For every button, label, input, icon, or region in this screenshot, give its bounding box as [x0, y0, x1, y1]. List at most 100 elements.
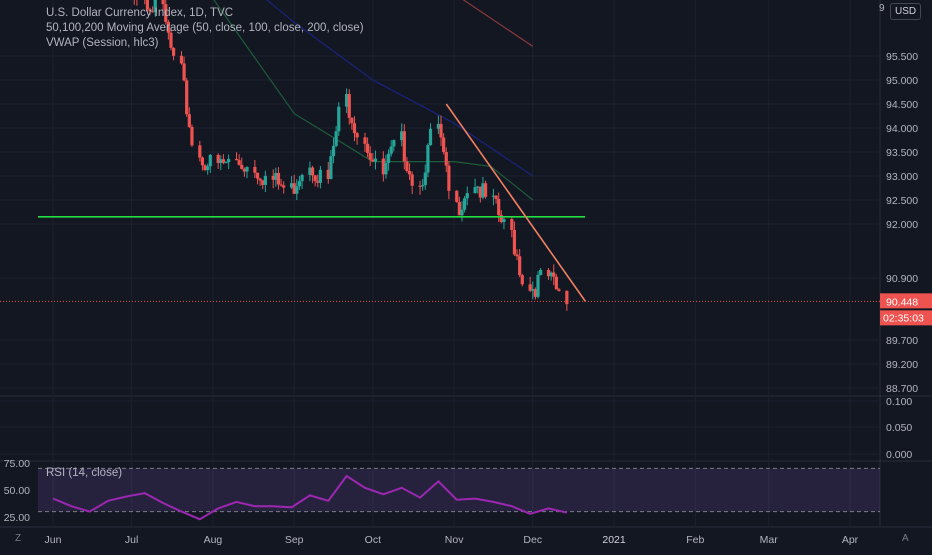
vwap-axis-label: 0.050 [886, 422, 912, 434]
candle-body [366, 143, 370, 153]
rsi-axis-label: 25.00 [4, 512, 30, 524]
candle-body [483, 183, 488, 197]
vwap-axis-label: 0.100 [886, 396, 912, 408]
candle-body [295, 186, 299, 194]
candle-body [224, 162, 228, 164]
candle-body [313, 175, 317, 181]
price-axis-label: 93.500 [886, 147, 918, 159]
candle-body [289, 183, 294, 188]
time-axis-label: Dec [523, 534, 542, 546]
candle-body [245, 166, 249, 172]
candle-body [216, 154, 220, 164]
candle-body [442, 137, 446, 153]
candle-body [463, 198, 467, 210]
candle-body [447, 165, 451, 191]
candle-body [203, 165, 207, 171]
candle-body [533, 289, 537, 297]
candle-body [221, 159, 226, 163]
candle-body [337, 106, 341, 132]
currency-button[interactable]: USD [890, 3, 922, 20]
candle-body [363, 137, 367, 144]
time-axis-label: Jul [125, 534, 138, 546]
candle-body [439, 123, 443, 138]
candle-body [481, 183, 485, 198]
candle-body [478, 186, 482, 198]
candle-body [227, 158, 231, 163]
candle-body [350, 117, 354, 124]
price-axis-label: 89.700 [886, 335, 918, 347]
candles-group [133, 0, 569, 311]
vwap-axis-label: 0.000 [886, 449, 912, 461]
candle-body [310, 167, 315, 176]
candle-body [528, 284, 532, 291]
candle-body [373, 158, 378, 162]
candle-body [407, 171, 412, 175]
countdown-label: 02:35:03 [883, 312, 924, 324]
time-axis-label: 2021 [602, 534, 626, 546]
candle-body [261, 180, 265, 185]
candle-body [510, 219, 514, 231]
candle-body [392, 140, 396, 147]
candle-body [190, 126, 194, 146]
candle-body [386, 153, 391, 163]
candle-body [518, 256, 522, 276]
candle-body [491, 195, 496, 197]
candle-body [271, 175, 275, 180]
candle-body [308, 167, 312, 175]
candle-body [206, 166, 210, 171]
candle-body [148, 9, 152, 12]
zoom-icon[interactable]: Z [15, 533, 22, 544]
auto-scale-icon[interactable]: A [902, 533, 909, 544]
candle-body [347, 94, 351, 118]
candle-body [402, 131, 406, 162]
candle-body [539, 269, 543, 275]
candle-body [381, 158, 385, 175]
candle-body [274, 172, 278, 180]
candle-body [557, 289, 561, 291]
candle-body [334, 131, 338, 146]
moving-average-legend[interactable]: 50,100,200 Moving Average (50, close, 10… [46, 22, 364, 34]
price-axis-label: 93.000 [886, 171, 918, 183]
candle-body [166, 21, 170, 33]
candle-body [151, 11, 155, 13]
trend-line [445, 103, 586, 302]
candle-body [531, 289, 535, 291]
price-axis-label: 90.900 [886, 273, 918, 285]
vwap-legend[interactable]: VWAP (Session, hlc3) [46, 37, 159, 49]
candle-body [457, 201, 461, 216]
candle-body [326, 169, 330, 179]
price-axis-label: 94.000 [886, 123, 918, 135]
time-axis-label: Apr [842, 534, 859, 546]
candle-body [198, 145, 202, 158]
candle-body [292, 183, 296, 194]
candle-body [240, 164, 244, 169]
candle-body [279, 184, 283, 186]
candle-body [253, 166, 257, 173]
candle-body [242, 168, 246, 172]
candle-body [549, 272, 553, 277]
candle-body [300, 174, 304, 182]
candle-body [546, 269, 551, 277]
candle-body [473, 187, 477, 194]
candle-body [282, 185, 286, 188]
candle-body [368, 152, 372, 160]
candle-body [520, 275, 524, 285]
time-axis-label: Aug [204, 534, 223, 546]
candle-body [200, 157, 205, 166]
time-axis-label: Mar [760, 534, 779, 546]
time-axis-label: Feb [686, 534, 704, 546]
time-axis-label: Nov [445, 534, 464, 546]
candle-body [297, 181, 302, 187]
candle-body [345, 94, 349, 107]
candle-body [219, 159, 223, 164]
candle-body [426, 145, 430, 173]
price-axis-label: 95.500 [886, 51, 918, 63]
candle-body [554, 276, 558, 290]
candle-body [384, 162, 388, 175]
rsi-band [38, 468, 880, 512]
candle-body [237, 160, 241, 165]
rsi-legend[interactable]: RSI (14, close) [46, 467, 123, 479]
candle-body [371, 159, 375, 162]
